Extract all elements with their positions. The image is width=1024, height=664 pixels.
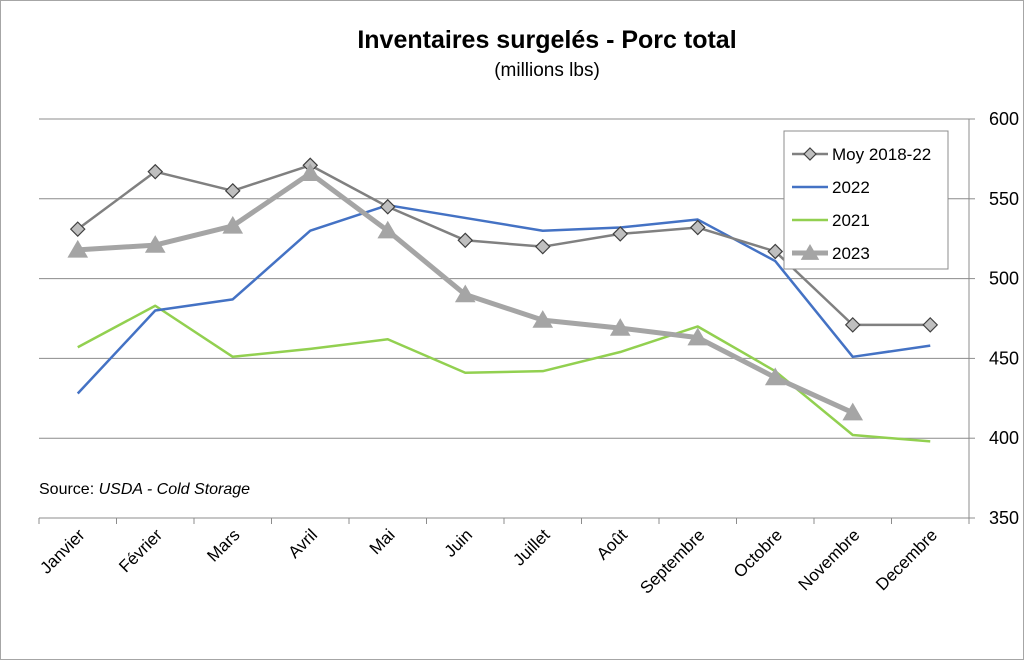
y-tick-label: 550	[989, 189, 1019, 209]
x-tick-label: Novembre	[795, 525, 864, 594]
diamond-marker	[69, 221, 86, 237]
diamond-marker	[147, 163, 164, 180]
diamond-marker	[457, 232, 474, 249]
diamond-marker	[534, 238, 551, 255]
series-2021	[77, 304, 931, 443]
source-name: USDA - Cold Storage	[99, 481, 251, 498]
y-tick-label: 500	[989, 269, 1019, 289]
diamond-marker	[844, 317, 861, 333]
triangle-marker	[67, 239, 89, 258]
x-tick-label: Février	[115, 525, 166, 576]
triangle-marker	[144, 235, 166, 253]
triangle-marker	[687, 327, 709, 346]
x-tick-label: Mars	[203, 525, 243, 565]
series-layer	[67, 157, 939, 443]
legend-item: 2021	[792, 211, 870, 230]
series-2022	[76, 203, 931, 395]
diamond-marker	[922, 317, 939, 333]
legend-label: 2023	[832, 244, 870, 263]
diamond-marker	[612, 226, 629, 242]
x-tick-label: Mai	[366, 525, 399, 558]
x-tick-label: Juin	[441, 525, 476, 560]
legend: Moy 2018-22 2022 2021 2023	[783, 130, 949, 270]
diamond-marker	[224, 182, 241, 199]
source-prefix: Source:	[39, 481, 99, 498]
chart-title: Inventaires surgelés - Porc total	[357, 26, 736, 54]
y-tick-label: 400	[989, 428, 1019, 448]
series-line	[76, 203, 931, 395]
triangle-marker	[842, 402, 864, 421]
y-tick-label: 600	[989, 109, 1019, 129]
chart-subtitle: (millions lbs)	[494, 60, 600, 81]
triangle-marker	[454, 284, 476, 303]
y-tick-label: 350	[989, 508, 1019, 528]
legend-item: 2023	[792, 244, 870, 263]
diamond-marker	[689, 219, 706, 236]
x-tick-label: Juillet	[509, 525, 553, 569]
diamond-marker	[379, 198, 396, 215]
triangle-marker	[377, 220, 399, 239]
diamond-marker	[767, 243, 784, 260]
x-tick-label: Janvier	[36, 525, 88, 577]
legend-label: 2022	[832, 178, 870, 197]
x-tick-label: Decembre	[872, 525, 941, 594]
x-tick-label: Avril	[284, 525, 321, 562]
legend-item: Moy 2018-22	[792, 145, 931, 164]
triangle-marker	[800, 244, 820, 260]
legend-item: 2022	[792, 178, 870, 197]
diamond-marker	[803, 147, 817, 161]
legend-label: 2021	[832, 211, 870, 230]
source-note: Source: USDA - Cold Storage	[39, 481, 250, 498]
series-2023	[67, 163, 864, 421]
x-tick-label: Septembre	[636, 525, 708, 597]
triangle-marker	[609, 318, 631, 336]
triangle-marker	[764, 367, 786, 386]
triangle-marker	[299, 163, 321, 181]
x-tick-label: Octobre	[730, 525, 786, 581]
triangle-marker	[532, 310, 554, 328]
x-tick-label: Août	[593, 525, 631, 563]
series-line	[77, 304, 931, 443]
triangle-marker	[222, 215, 244, 234]
legend-label: Moy 2018-22	[832, 145, 931, 164]
y-tick-label: 450	[989, 348, 1019, 368]
